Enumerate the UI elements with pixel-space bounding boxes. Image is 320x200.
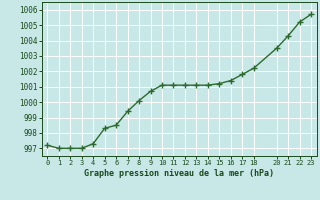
X-axis label: Graphe pression niveau de la mer (hPa): Graphe pression niveau de la mer (hPa) <box>84 169 274 178</box>
